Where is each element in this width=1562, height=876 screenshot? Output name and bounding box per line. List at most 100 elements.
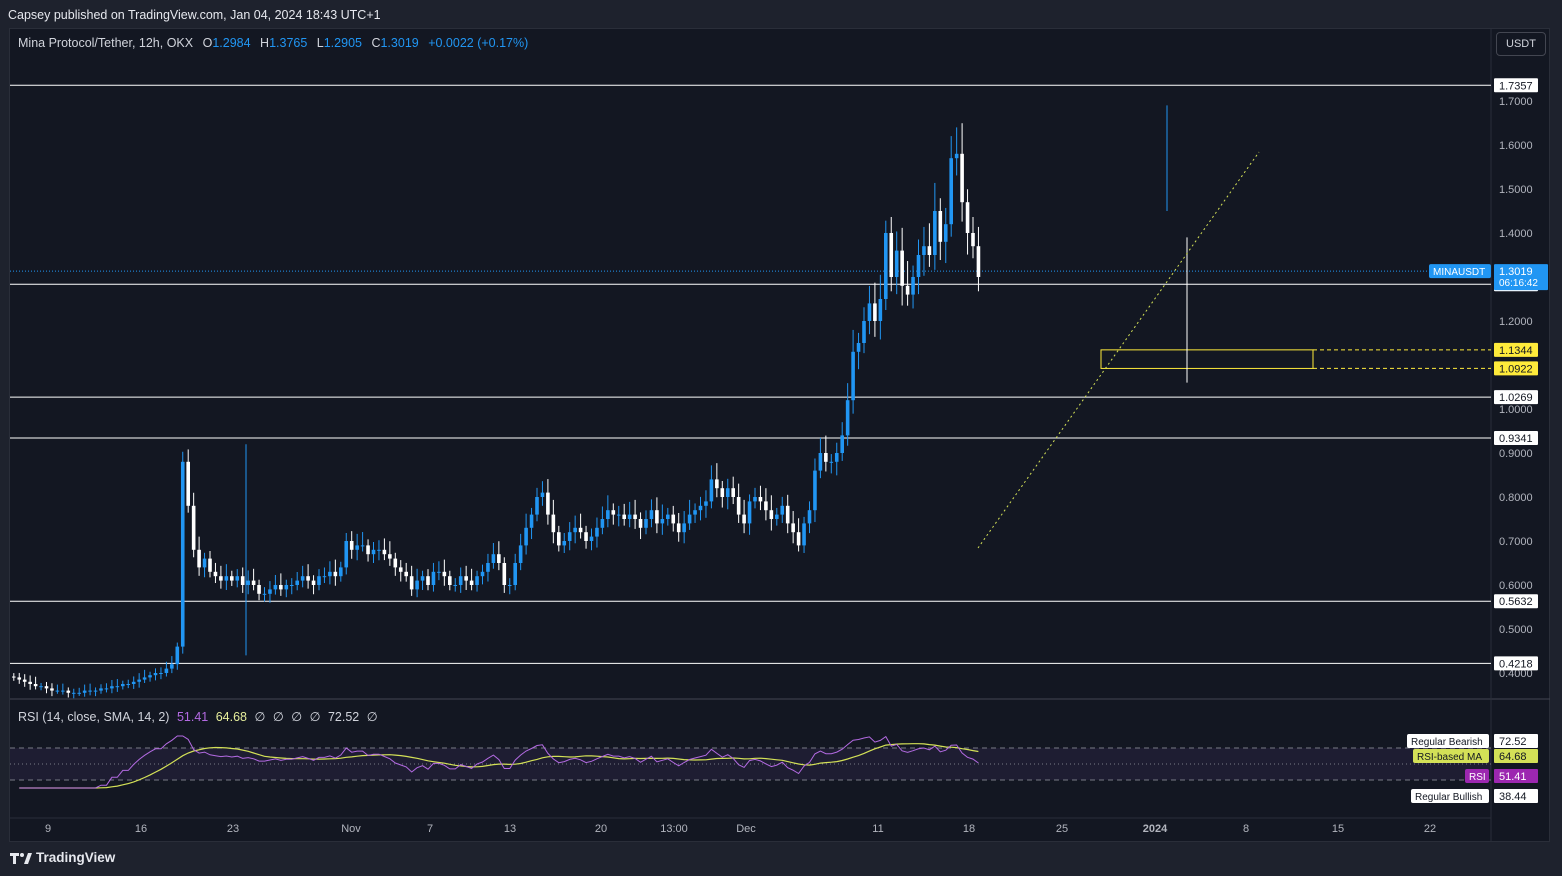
rsi-legend[interactable]: RSI (14, close, SMA, 14, 2) 51.41 64.68 … <box>18 709 378 724</box>
candle-body <box>927 246 932 255</box>
candle-body <box>475 576 479 585</box>
candle-body <box>616 514 621 516</box>
candle-body <box>12 676 16 678</box>
level-label-box <box>1494 78 1538 93</box>
price-tick-label: 1.4000 <box>1499 228 1533 240</box>
candle-body <box>453 585 458 586</box>
candle-body <box>175 646 180 665</box>
candle-body <box>464 576 468 581</box>
chart-frame[interactable] <box>9 28 1550 842</box>
rsi-line <box>19 735 979 789</box>
candle-body <box>295 580 299 585</box>
candle-body <box>644 519 648 528</box>
candle-body <box>88 690 92 692</box>
price-tick-label: 0.9000 <box>1499 448 1533 460</box>
time-axis-label: 9 <box>45 823 51 835</box>
high-value: 1.3765 <box>269 36 308 50</box>
candle-body <box>938 211 943 242</box>
candle-body <box>911 277 915 295</box>
candle-body <box>61 690 65 692</box>
level-label-box <box>1494 430 1538 445</box>
change-value: +0.0022 (+0.17%) <box>428 36 529 50</box>
candle-body <box>862 321 866 343</box>
time-axis-label: 16 <box>135 823 147 835</box>
candle-body <box>676 523 681 533</box>
candle-body <box>785 505 790 524</box>
candle-body <box>284 585 289 590</box>
candle-body <box>736 497 741 515</box>
candle-body <box>279 585 283 590</box>
low-value: 1.2905 <box>323 36 362 50</box>
tradingview-logo[interactable]: TradingView <box>10 850 115 865</box>
candle-body <box>546 492 550 515</box>
rsi-value-label: 72.52 <box>1499 736 1527 748</box>
candle-body <box>704 501 708 506</box>
candle-body <box>758 497 763 502</box>
time-axis-label: 13 <box>504 823 516 835</box>
candle-body <box>638 519 643 528</box>
candle-body <box>458 576 463 585</box>
candle-body <box>360 545 365 547</box>
candle-body <box>328 571 332 577</box>
candle-body <box>960 153 964 203</box>
time-axis-label: 11 <box>872 823 883 835</box>
rsi-tag-box <box>1413 749 1489 763</box>
price-tick-label: 1.5000 <box>1499 184 1533 196</box>
candle-body <box>507 585 512 586</box>
candle-body <box>497 554 501 563</box>
candle-body <box>589 536 594 541</box>
candle-body <box>502 563 507 585</box>
candle-body <box>121 684 125 687</box>
rsi-tag-label: Regular Bearish <box>1411 737 1483 748</box>
candle-body <box>409 576 414 590</box>
rsi-indicator-name[interactable]: RSI (14, close, SMA, 14, 2) <box>18 710 170 724</box>
candle-body <box>33 684 38 687</box>
zone-label-box <box>1494 342 1538 357</box>
null-value-5: ∅ <box>366 710 378 724</box>
candle-body <box>289 585 294 586</box>
candle-body <box>262 593 267 595</box>
publish-header: Capsey published on TradingView.com, Jan… <box>0 0 1562 28</box>
candle-body <box>796 532 801 546</box>
candle-body <box>753 497 757 502</box>
symbol-tag: MINAUSDT <box>1433 267 1485 278</box>
candle-body <box>491 554 496 563</box>
rsi-tag-box <box>1407 734 1489 748</box>
candle-body <box>317 576 321 585</box>
candle-body <box>775 514 779 519</box>
time-axis-label: 2024 <box>1143 823 1168 835</box>
candle-body <box>377 549 381 551</box>
candle-body <box>742 514 746 524</box>
currency-button[interactable]: USDT <box>1496 32 1546 56</box>
candle-body <box>246 580 250 585</box>
candle-body <box>148 675 152 678</box>
candle-body <box>600 519 605 528</box>
candle-body <box>202 558 207 568</box>
published-line: Capsey published on TradingView.com, Jan… <box>8 8 381 22</box>
candle-body <box>300 576 305 581</box>
rsi-tag-box <box>1411 789 1489 803</box>
candle-body <box>900 250 904 286</box>
candle-body <box>693 510 697 515</box>
candle-body <box>333 571 338 577</box>
candle-body <box>126 684 131 685</box>
rsi-legend-value: 51.41 <box>176 710 209 724</box>
candle-body <box>851 351 855 401</box>
candle-body <box>415 580 419 590</box>
candle-body <box>420 576 425 581</box>
time-axis-label: 7 <box>427 823 433 835</box>
candle-body <box>949 158 953 225</box>
candle-body <box>764 501 768 511</box>
symbol-legend[interactable]: Mina Protocol/Tether, 12h, OKX O1.2984 H… <box>18 36 528 50</box>
candle-body <box>28 681 32 684</box>
candle-body <box>954 153 959 159</box>
candle-body <box>306 576 310 581</box>
rsi-value-box <box>1494 734 1538 748</box>
candle-body <box>388 554 392 559</box>
candle-body <box>884 233 888 299</box>
symbol-title[interactable]: Mina Protocol/Tether, 12h, OKX <box>18 36 194 50</box>
candle-body <box>780 505 785 515</box>
candle-body <box>731 488 735 497</box>
